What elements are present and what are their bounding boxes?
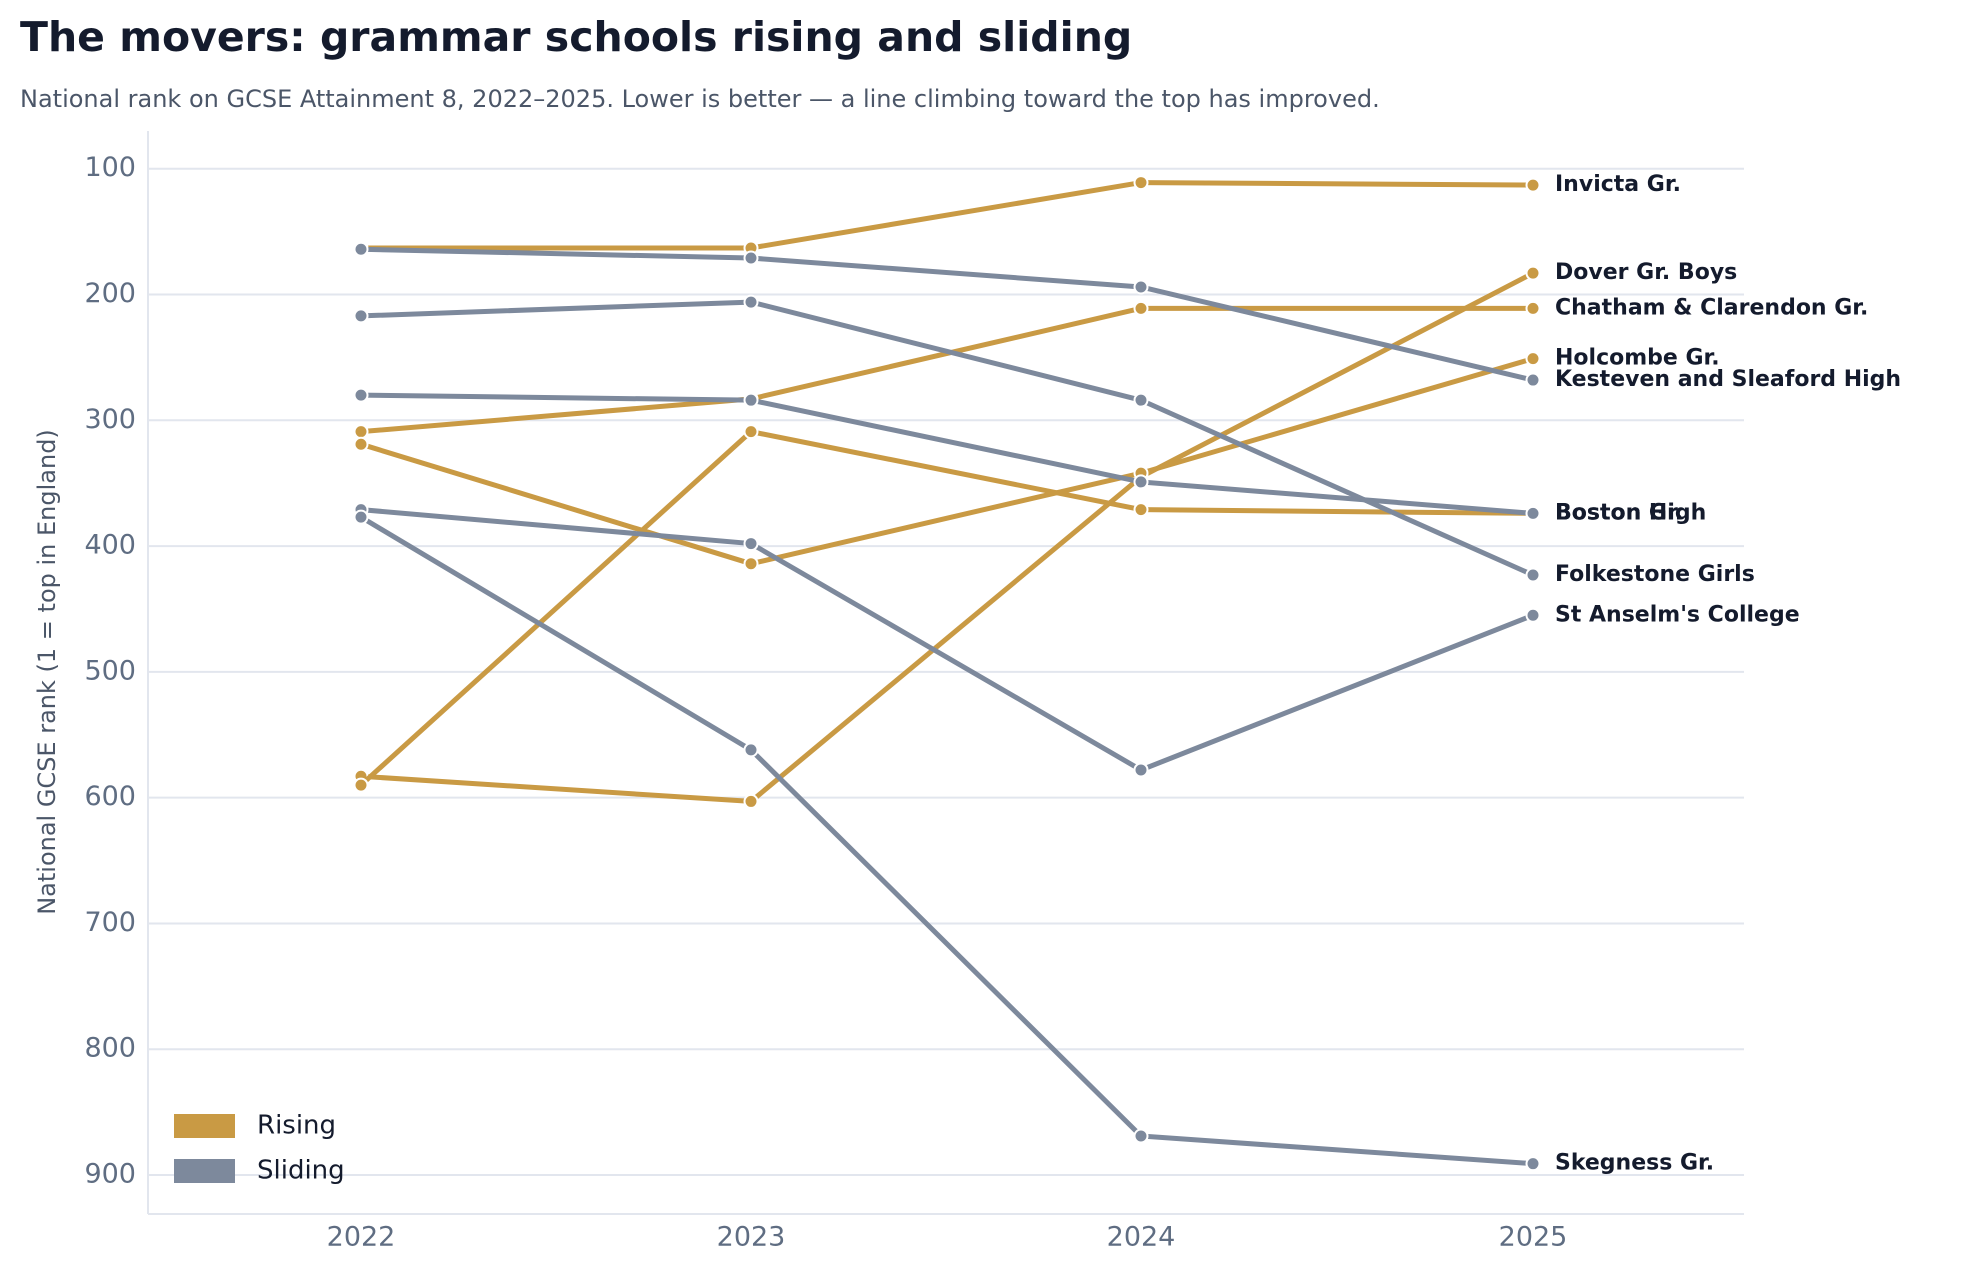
point — [1525, 351, 1541, 367]
point — [743, 793, 759, 809]
chart-subtitle: National rank on GCSE Attainment 8, 2022… — [20, 85, 1380, 113]
series-line — [360, 305, 1533, 435]
point — [1133, 300, 1149, 316]
point — [743, 250, 759, 266]
point — [743, 742, 759, 758]
y-tick-label: 200 — [84, 278, 136, 309]
point — [1525, 1156, 1541, 1172]
series-line — [361, 180, 1534, 251]
series-label: St Anselm's College — [1555, 602, 1800, 627]
series-line — [360, 392, 1534, 516]
point — [353, 424, 369, 440]
point — [743, 536, 759, 552]
point — [1525, 505, 1541, 521]
point — [353, 308, 369, 324]
series-label: Folkestone Girls — [1555, 562, 1755, 587]
x-tick-label: 2022 — [327, 1222, 396, 1253]
series-line — [360, 299, 1535, 578]
y-tick-label: 900 — [84, 1159, 136, 1190]
series-line — [359, 515, 1534, 1167]
series-line — [360, 270, 1535, 804]
point — [1133, 392, 1149, 408]
point — [743, 392, 759, 408]
y-tick-label: 300 — [84, 404, 136, 435]
point — [1133, 474, 1149, 490]
legend-label: Sliding — [257, 1156, 345, 1186]
y-tick-label: 500 — [84, 655, 136, 686]
point — [353, 387, 369, 403]
y-tick-label: 700 — [84, 907, 136, 938]
x-tick-label: 2023 — [717, 1222, 786, 1253]
y-axis-label: National GCSE rank (1 = top in England) — [33, 429, 61, 915]
point — [353, 509, 369, 525]
series-line — [360, 507, 1534, 773]
point — [1525, 300, 1541, 316]
y-tick-label: 400 — [84, 530, 136, 561]
series-label: Skegness Gr. — [1555, 1151, 1714, 1176]
series-label: Boston High — [1555, 500, 1706, 525]
legend-swatch — [174, 1114, 235, 1138]
x-tick-label: 2024 — [1107, 1222, 1176, 1253]
point — [1133, 502, 1149, 518]
series-line — [360, 246, 1534, 383]
point — [743, 424, 759, 440]
series-label: Holcombe Gr. — [1555, 346, 1720, 371]
point — [1133, 762, 1149, 778]
series-label: Dover Gr. Boys — [1555, 260, 1737, 285]
legend-swatch — [174, 1159, 235, 1183]
series-label: Boston Gr. — [1555, 500, 1683, 525]
point — [1133, 1128, 1149, 1144]
y-tick-label: 100 — [84, 152, 136, 183]
y-tick-label: 600 — [84, 781, 136, 812]
point — [1525, 177, 1541, 193]
series-line — [359, 429, 1534, 787]
series-label: Chatham & Clarendon Gr. — [1555, 295, 1868, 320]
x-tick-label: 2025 — [1499, 1222, 1568, 1253]
y-tick-label: 800 — [84, 1033, 136, 1064]
point — [1525, 265, 1541, 281]
point — [1525, 372, 1541, 388]
point — [743, 556, 759, 572]
point — [353, 436, 369, 452]
series-label: Invicta Gr. — [1555, 172, 1681, 197]
point — [743, 294, 759, 310]
point — [1525, 607, 1541, 623]
point — [1133, 175, 1149, 191]
point — [353, 777, 369, 793]
point — [353, 241, 369, 257]
point — [1133, 279, 1149, 295]
series-label: Kesteven and Sleaford High — [1555, 367, 1901, 392]
series-line — [360, 356, 1534, 567]
point — [1525, 567, 1541, 583]
chart-title: The movers: grammar schools rising and s… — [20, 13, 1132, 61]
legend-label: Rising — [257, 1111, 336, 1141]
